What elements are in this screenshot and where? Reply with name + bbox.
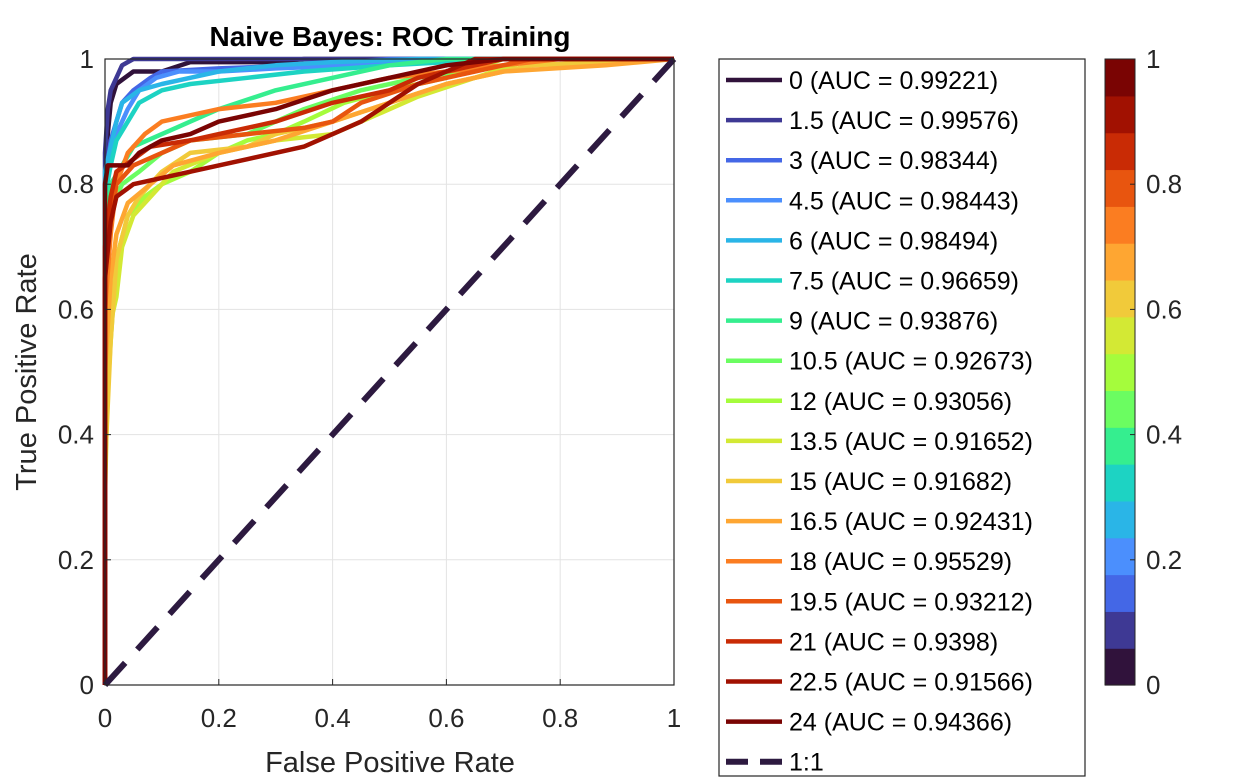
colorbar-tick-label-4: 0.8 bbox=[1146, 169, 1182, 199]
colorbar-segment-11 bbox=[1105, 243, 1135, 281]
colorbar-segment-0 bbox=[1105, 648, 1135, 686]
colorbar-segment-8 bbox=[1105, 353, 1135, 392]
legend-label-7: 10.5 (AUC = 0.92673) bbox=[789, 348, 1033, 376]
colorbar-segment-9 bbox=[1105, 316, 1135, 355]
colorbar-segment-1 bbox=[1105, 611, 1135, 649]
colorbar-segment-16 bbox=[1105, 59, 1135, 97]
colorbar-frame bbox=[1104, 58, 1136, 686]
legend: 0 (AUC = 0.99221) 1.5 (AUC = 0.99576) 3 (A… bbox=[718, 58, 1086, 777]
colorbar-segment-10 bbox=[1105, 279, 1135, 318]
y-tick-label-2: 0.4 bbox=[58, 420, 94, 450]
roc-curve-15 bbox=[102, 56, 674, 685]
x-tick-label-2: 0.4 bbox=[315, 703, 351, 733]
legend-label-13: 19.5 (AUC = 0.93212) bbox=[789, 588, 1033, 616]
legend-label-12: 18 (AUC = 0.95529) bbox=[789, 548, 1012, 576]
roc-curve-11 bbox=[102, 56, 675, 685]
colorbar-segment-5 bbox=[1105, 464, 1135, 502]
colorbar-segment-12 bbox=[1105, 206, 1135, 244]
colorbar-segment-15 bbox=[1105, 95, 1135, 134]
colorbar-segment-14 bbox=[1105, 132, 1135, 171]
x-tick-label-5: 1 bbox=[667, 703, 681, 733]
ticks: 0 0.2 0.4 0.6 0.8 1 0 0.2 0.4 0.6 0.8 1 bbox=[58, 44, 681, 733]
legend-label-17: 1:1 bbox=[789, 749, 824, 777]
series-layer bbox=[102, 56, 677, 688]
colorbar-tick-label-2: 0.4 bbox=[1146, 420, 1182, 450]
y-tick-label-5: 1 bbox=[80, 44, 94, 74]
y-axis-label: True Positive Rate bbox=[11, 253, 43, 490]
legend-label-11: 16.5 (AUC = 0.92431) bbox=[789, 508, 1033, 536]
legend-label-10: 15 (AUC = 0.91682) bbox=[789, 468, 1012, 496]
legend-label-4: 6 (AUC = 0.98494) bbox=[789, 227, 998, 255]
colorbar-segment-3 bbox=[1105, 537, 1135, 576]
colorbar-tick-label-1: 0.2 bbox=[1146, 545, 1182, 575]
chart-title: Naive Bayes: ROC Training bbox=[209, 21, 570, 52]
grid-lines bbox=[104, 58, 675, 686]
legend-label-9: 13.5 (AUC = 0.91652) bbox=[789, 428, 1033, 456]
roc-curve-4 bbox=[102, 56, 674, 685]
colorbar: 0 0.2 0.4 0.6 0.8 1 bbox=[1104, 44, 1182, 700]
x-axis-label: False Positive Rate bbox=[265, 747, 515, 779]
colorbar-tick-label-3: 0.6 bbox=[1146, 294, 1182, 324]
colorbar-tick-label-0: 0 bbox=[1146, 670, 1160, 700]
legend-label-1: 1.5 (AUC = 0.99576) bbox=[789, 107, 1019, 135]
x-tick-label-0: 0 bbox=[98, 703, 112, 733]
colorbar-segment-13 bbox=[1105, 169, 1135, 207]
legend-label-15: 22.5 (AUC = 0.91566) bbox=[789, 669, 1033, 697]
colorbar-segment-7 bbox=[1105, 390, 1135, 428]
roc-curve-16 bbox=[102, 56, 674, 685]
colorbar-segment-2 bbox=[1105, 574, 1135, 612]
legend-label-8: 12 (AUC = 0.93056) bbox=[789, 388, 1012, 416]
y-tick-label-4: 0.8 bbox=[58, 169, 94, 199]
legend-box bbox=[718, 58, 1086, 777]
legend-label-3: 4.5 (AUC = 0.98443) bbox=[789, 187, 1019, 215]
legend-label-16: 24 (AUC = 0.94366) bbox=[789, 709, 1012, 737]
y-tick-label-0: 0 bbox=[80, 670, 94, 700]
x-tick-label-3: 0.6 bbox=[428, 703, 464, 733]
colorbar-segment-6 bbox=[1105, 427, 1135, 465]
y-tick-label-3: 0.6 bbox=[58, 294, 94, 324]
legend-label-5: 7.5 (AUC = 0.96659) bbox=[789, 268, 1019, 296]
legend-label-6: 9 (AUC = 0.93876) bbox=[789, 308, 998, 336]
y-tick-label-1: 0.2 bbox=[58, 545, 94, 575]
colorbar-segment-4 bbox=[1105, 500, 1135, 539]
legend-label-0: 0 (AUC = 0.99221) bbox=[789, 67, 998, 95]
axes-box bbox=[104, 58, 675, 686]
x-tick-label-4: 0.8 bbox=[542, 703, 578, 733]
legend-label-14: 21 (AUC = 0.9398) bbox=[789, 628, 998, 656]
legend-label-2: 3 (AUC = 0.98344) bbox=[789, 147, 998, 175]
colorbar-tick-label-5: 1 bbox=[1146, 44, 1160, 74]
x-tick-label-1: 0.2 bbox=[201, 703, 237, 733]
